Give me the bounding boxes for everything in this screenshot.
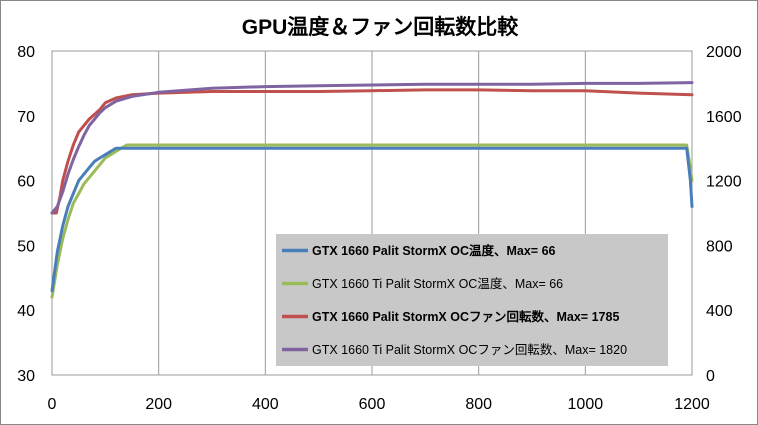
series-line-0 <box>50 146 694 293</box>
y-right-tick-label: 800 <box>706 238 733 255</box>
series-layer <box>50 81 694 299</box>
x-axis: 0 200 400 600 800 1000 1200 <box>48 396 710 413</box>
series-line-2 <box>50 88 694 215</box>
y-right-tick-label: 1200 <box>706 174 742 191</box>
y-left-tick-label: 40 <box>17 303 35 320</box>
y-right-tick-label: 2000 <box>706 44 742 61</box>
y-axis-right: 0 400 800 1200 1600 2000 <box>706 44 742 385</box>
y-axis-left: 30 40 50 60 70 80 <box>17 44 35 385</box>
y-right-tick-label: 400 <box>706 303 733 320</box>
x-tick-label: 1000 <box>568 396 604 413</box>
x-tick-label: 400 <box>252 396 279 413</box>
y-right-tick-label: 0 <box>706 368 715 385</box>
legend-entry-label: GTX 1660 Palit StormX OCファン回転数、Max= 1785 <box>312 309 619 324</box>
y-left-tick-label: 70 <box>17 109 35 126</box>
y-left-tick-label: 30 <box>17 368 35 385</box>
legend-entry-label: GTX 1660 Ti Palit StormX OC温度、Max= 66 <box>312 276 563 291</box>
y-left-tick-label: 50 <box>17 238 35 255</box>
x-tick-label: 200 <box>145 396 172 413</box>
x-tick-label: 0 <box>48 396 57 413</box>
x-tick-label: 1200 <box>674 396 710 413</box>
y-right-tick-label: 1600 <box>706 109 742 126</box>
legend: GTX 1660 Palit StormX OC温度、Max= 66 GTX 16… <box>276 234 668 366</box>
legend-entry-label: GTX 1660 Ti Palit StormX OCファン回転数、Max= 1… <box>312 342 627 357</box>
y-left-tick-label: 60 <box>17 174 35 191</box>
x-tick-label: 800 <box>465 396 492 413</box>
chart-title: GPU温度＆ファン回転数比較 <box>242 15 520 39</box>
y-left-tick-label: 80 <box>17 44 35 61</box>
series-line-3 <box>50 81 694 215</box>
series-line-1 <box>50 143 694 299</box>
x-tick-label: 600 <box>359 396 386 413</box>
legend-background <box>276 234 668 366</box>
legend-entry-label: GTX 1660 Palit StormX OC温度、Max= 66 <box>312 243 556 258</box>
